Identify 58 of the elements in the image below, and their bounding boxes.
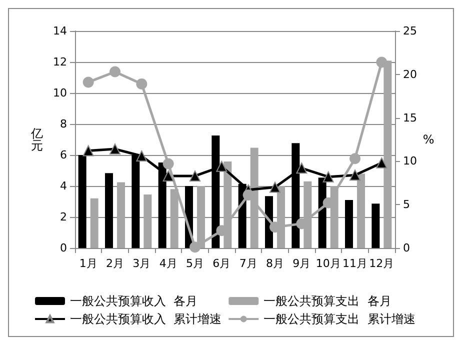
y-tick-label: 0: [60, 242, 67, 254]
legend-label: 一般公共预算支出 各月: [264, 294, 392, 308]
x-tick-label: 1月: [79, 257, 98, 270]
point: [270, 182, 280, 193]
y-tick-label: 2: [60, 210, 67, 224]
legend-label: 一般公共预算收入 累计增速: [70, 312, 222, 326]
x-tick-label: 3月: [132, 257, 151, 270]
point: [82, 76, 94, 88]
x-tick-label: 11月: [342, 257, 368, 270]
bar: [345, 200, 353, 248]
point: [296, 162, 308, 174]
x-tick-label: 2月: [106, 257, 124, 270]
y-tick-label: 14: [53, 24, 67, 38]
y-tick-label: 6: [60, 148, 67, 162]
point: [162, 158, 174, 170]
point: [216, 160, 228, 172]
x-tick-label: 6月: [212, 257, 231, 270]
x-tick-label: 9月: [292, 257, 311, 270]
y-tick-label: 10: [53, 86, 67, 100]
legend-label: 一般公共预算收入 各月: [70, 294, 198, 308]
y-axis-title: 亿元: [30, 126, 43, 152]
y-tick-label: 8: [60, 118, 67, 130]
legend-label: 一般公共预算支出 累计增速: [264, 312, 416, 326]
point: [190, 170, 200, 182]
point: [190, 242, 200, 253]
x-tick-label: 5月: [186, 257, 204, 270]
x-tick-label: 10月: [316, 257, 341, 270]
point: [110, 144, 120, 155]
point: [110, 66, 120, 78]
y2-tick-label: 15: [403, 111, 417, 124]
point: [350, 153, 360, 164]
y2-axis-title: %: [422, 132, 434, 146]
point: [376, 157, 388, 168]
point: [82, 145, 94, 156]
x-tick-label: 8月: [266, 257, 284, 270]
bar: [357, 174, 365, 248]
point: [162, 170, 174, 182]
bar: [144, 194, 152, 248]
point: [376, 56, 388, 68]
point: [136, 78, 148, 90]
y2-tick-label: 20: [403, 68, 417, 81]
point: [350, 170, 360, 181]
point: [136, 150, 148, 162]
bar: [117, 182, 125, 248]
y2-tick-label: 0: [403, 242, 410, 254]
point: [242, 190, 254, 201]
bar: [372, 204, 380, 248]
bar: [90, 198, 98, 248]
y-tick-label: 4: [60, 180, 67, 192]
y2-tick-label: 10: [403, 154, 417, 168]
point: [322, 171, 334, 182]
x-tick-label: 7月: [239, 257, 258, 270]
y2-tick-label: 5: [403, 198, 410, 212]
bar: [105, 173, 113, 248]
x-tick-label: 4月: [159, 257, 178, 270]
y-tick-label: 12: [53, 56, 67, 68]
x-tick-label: 12月: [369, 257, 394, 270]
y2-tick-label: 25: [403, 24, 417, 38]
